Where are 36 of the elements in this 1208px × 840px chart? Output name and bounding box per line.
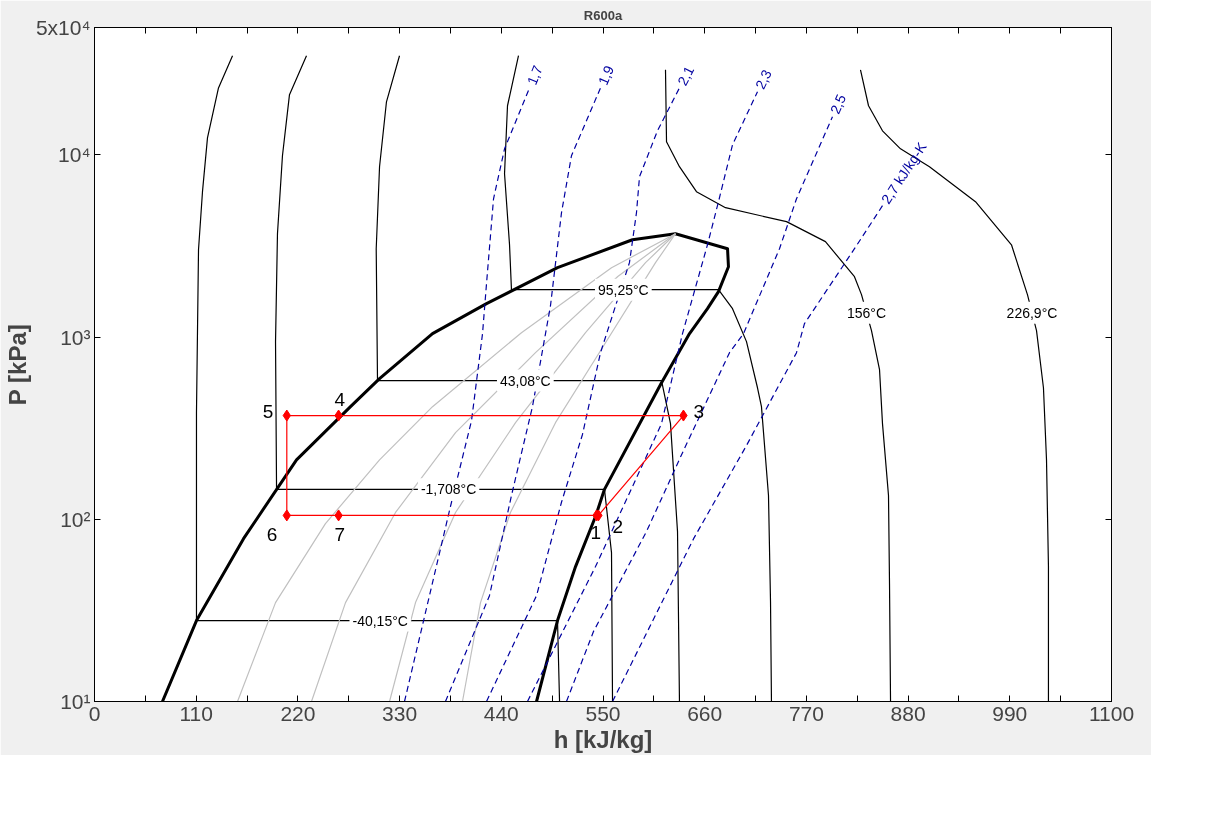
x-tick-label: 440: [483, 701, 519, 725]
annotation: 226,9°C: [1006, 304, 1058, 321]
text: 2,5: [826, 91, 850, 117]
x-tick-label: 770: [788, 701, 824, 725]
x-tick-label: 1100: [1088, 701, 1135, 725]
text: 1,7: [523, 62, 546, 88]
x-tick-label: 0: [88, 701, 101, 725]
annotation: 3: [693, 400, 705, 422]
y-tick-label: 10³: [60, 325, 91, 349]
x-tick-label: 550: [585, 701, 621, 725]
annotation: 43,08°C: [499, 372, 551, 389]
annotation: 6: [266, 524, 278, 546]
annotation: 4: [334, 388, 346, 410]
annotation: 5: [262, 400, 274, 422]
annotation: -40,15°C: [352, 612, 408, 629]
annotation: 1: [590, 522, 602, 544]
x-axis-title: h [kJ/kg]: [553, 725, 653, 753]
y-tick-label: 10²: [60, 507, 91, 531]
y-tick-label: 10⁴: [58, 143, 91, 167]
x-tick-label: 330: [382, 701, 418, 725]
chart-title: R600a: [583, 7, 623, 23]
annotation: -1,708°C: [420, 481, 477, 498]
annotation: 156°C: [846, 304, 887, 321]
y-axis-title: P [kPa]: [3, 324, 31, 406]
x-tick-label: 990: [992, 701, 1028, 725]
x-tick-label: 660: [687, 701, 723, 725]
y-tick-label: 5x10⁴: [35, 16, 91, 39]
x-tick-label: 880: [890, 701, 926, 725]
annotation: 7: [334, 524, 346, 546]
x-tick-label: 220: [280, 701, 316, 725]
text: 1,9: [594, 63, 618, 88]
text: 2,1: [674, 63, 698, 89]
text: 2,3: [751, 66, 775, 92]
annotation: 95,25°C: [597, 281, 649, 298]
annotation: 2: [612, 516, 623, 538]
x-tick-label: 110: [179, 701, 213, 725]
